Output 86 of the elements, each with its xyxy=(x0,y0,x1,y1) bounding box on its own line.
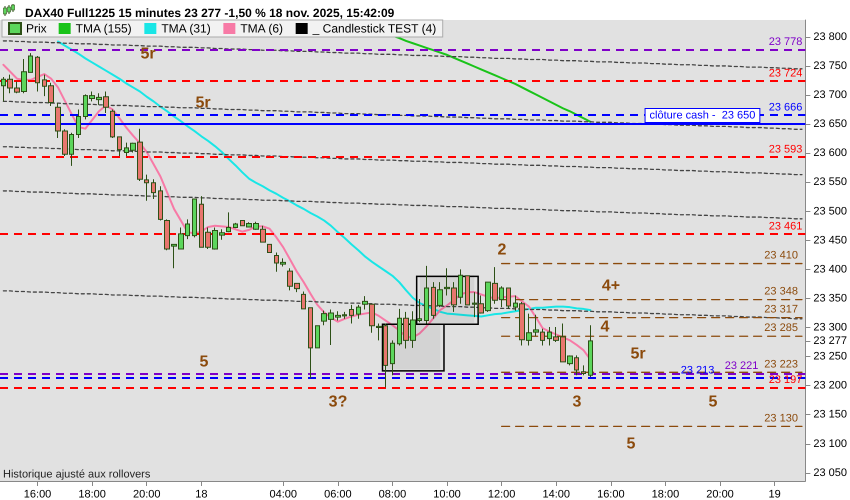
y-tick-label: 23 050 xyxy=(813,466,848,479)
annotation: 5r xyxy=(630,346,646,362)
ref-line-label: 23 593 xyxy=(768,144,802,156)
y-tick-label: 23 150 xyxy=(813,408,848,421)
chart-title: DAX40 Full1225 15 minutes 23 277 -1,50 % 18 nov. 2025, 15:42:09 xyxy=(25,6,395,20)
data-label: 23 410 xyxy=(764,250,798,262)
candlestick xyxy=(35,56,40,92)
y-tick-label: 23 800 xyxy=(813,30,848,43)
x-tick-label: 18 xyxy=(195,488,208,500)
ref-line-label: 23 221 xyxy=(724,360,758,372)
data-label: 23 223 xyxy=(764,358,798,370)
annotation: 3? xyxy=(328,394,348,410)
y-tick-label: 23 700 xyxy=(813,88,848,101)
line-series xyxy=(57,40,592,318)
data-label: 23 285 xyxy=(764,322,798,334)
x-tick-label: 06:00 xyxy=(324,488,352,500)
data-label: 23 317 xyxy=(764,304,798,316)
x-tick-label: 10:00 xyxy=(433,488,461,500)
ref-line-label: 23 724 xyxy=(768,68,802,80)
candlestick xyxy=(424,265,429,324)
ref-line-label: 23 461 xyxy=(768,220,802,232)
candlestick xyxy=(390,340,395,376)
candlestick xyxy=(581,364,586,376)
y-tick-label: 23 250 xyxy=(813,350,848,363)
candlestick xyxy=(151,178,156,200)
y-tick-label: 23 600 xyxy=(813,147,848,160)
candlestick xyxy=(267,244,272,254)
y-tick-label: 23 350 xyxy=(813,292,848,304)
x-tick-label: 14:00 xyxy=(542,488,570,500)
ref-line-label: 23 666 xyxy=(768,101,802,114)
x-tick-label: 04:00 xyxy=(269,488,298,500)
y-tick-label: 23 200 xyxy=(813,380,848,392)
annotation: 4 xyxy=(600,318,610,336)
legend-label: TMA (155) xyxy=(76,22,132,36)
x-tick-label: 19 xyxy=(768,488,781,500)
x-tick-label: 16:00 xyxy=(597,488,625,500)
y-tick-label: 23 550 xyxy=(813,176,848,188)
candlestick xyxy=(308,307,313,379)
annotation: 3 xyxy=(572,394,582,410)
candlestick xyxy=(465,274,470,306)
data-label: 23 130 xyxy=(764,412,798,424)
candlestick xyxy=(301,290,306,310)
x-tick-label: 20:00 xyxy=(132,488,161,500)
legend-label: _ Candlestick TEST (4) xyxy=(312,22,436,36)
y-tick-label: 23 277 xyxy=(813,334,848,347)
candlestick xyxy=(356,304,361,320)
legend-label: Prix xyxy=(26,22,47,36)
candlestick xyxy=(110,109,115,139)
x-tick-label: 18:00 xyxy=(78,488,106,500)
candlestick xyxy=(588,324,593,378)
annotation: 5 xyxy=(200,354,209,370)
annotation: 4+ xyxy=(602,278,620,294)
y-tick-label: 23 100 xyxy=(813,438,848,450)
candlestick xyxy=(233,222,238,229)
y-tick-label: 23 750 xyxy=(813,60,848,72)
candlestick xyxy=(315,325,320,348)
annotation: Historique ajusté aux rollovers xyxy=(3,468,151,480)
y-tick-label: 23 450 xyxy=(813,234,848,246)
candlestick xyxy=(192,198,197,238)
y-tick-label: 23 300 xyxy=(813,322,848,334)
x-tick-label: 18:00 xyxy=(652,488,680,500)
y-tick-label: 23 400 xyxy=(813,263,848,276)
y-tick-label: 23 500 xyxy=(813,205,848,218)
legend-label: TMA (31) xyxy=(161,22,211,36)
annotation: 5r xyxy=(195,94,211,112)
ref-line-label: 23 778 xyxy=(768,36,802,48)
x-tick-label: 20:00 xyxy=(706,488,734,500)
candlestick xyxy=(226,212,231,233)
data-label: 23 348 xyxy=(764,286,798,298)
candlestick xyxy=(117,136,122,157)
annotation: 2 xyxy=(498,242,507,258)
candlestick xyxy=(349,304,354,324)
candlestick xyxy=(506,287,511,310)
ref-line-label: clôture cash - 23 650 xyxy=(650,110,756,122)
x-tick-label: 08:00 xyxy=(378,488,406,500)
annotation: 5r xyxy=(140,46,156,62)
annotation: 5 xyxy=(708,394,718,410)
y-tick-label: 23 650 xyxy=(813,118,848,130)
x-tick-label: 16:00 xyxy=(24,488,52,500)
candlestick xyxy=(158,186,163,222)
line-series xyxy=(2,146,803,176)
x-tick-label: 12:00 xyxy=(488,488,516,500)
annotation: 5 xyxy=(626,436,636,452)
legend-label: TMA (6) xyxy=(240,22,284,36)
line-series xyxy=(2,190,803,220)
candlestick xyxy=(76,109,81,139)
